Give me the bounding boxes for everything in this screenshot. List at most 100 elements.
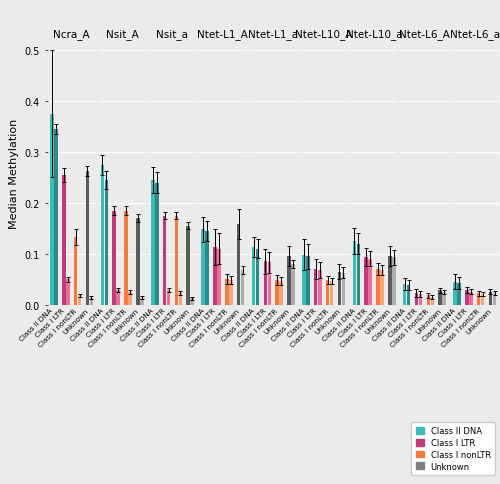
- Text: Class II DNA: Class II DNA: [270, 307, 306, 343]
- Bar: [458, 283, 461, 305]
- Bar: [186, 227, 190, 305]
- Bar: [426, 296, 430, 305]
- Text: Class II DNA: Class II DNA: [372, 307, 406, 343]
- Bar: [352, 242, 356, 305]
- Bar: [190, 299, 194, 305]
- Bar: [276, 281, 279, 305]
- Text: Class I nonLTR: Class I nonLTR: [238, 307, 279, 348]
- Bar: [256, 249, 260, 305]
- Bar: [338, 272, 341, 305]
- Bar: [66, 280, 70, 305]
- Text: Class I LTR: Class I LTR: [85, 307, 116, 338]
- Bar: [469, 292, 472, 305]
- Legend: Class II DNA, Class I LTR, Class I nonLTR, Unknown: Class II DNA, Class I LTR, Class I nonLT…: [412, 422, 495, 475]
- Text: Class II DNA: Class II DNA: [19, 307, 54, 343]
- Text: Class II DNA: Class II DNA: [69, 307, 104, 343]
- Bar: [86, 171, 89, 305]
- Text: Class I LTR: Class I LTR: [337, 307, 368, 338]
- Bar: [74, 238, 78, 305]
- Bar: [318, 271, 322, 305]
- Text: Class I nonLTR: Class I nonLTR: [340, 307, 380, 348]
- Bar: [124, 211, 128, 305]
- Bar: [136, 219, 140, 305]
- Text: Unknown: Unknown: [112, 307, 140, 335]
- Bar: [206, 231, 209, 305]
- Bar: [62, 176, 66, 305]
- Bar: [407, 286, 410, 305]
- Bar: [268, 263, 271, 305]
- Text: Class I nonLTR: Class I nonLTR: [138, 307, 178, 348]
- Bar: [202, 230, 205, 305]
- Bar: [287, 257, 290, 305]
- Text: Unknown: Unknown: [62, 307, 90, 335]
- Text: Class I nonLTR: Class I nonLTR: [37, 307, 78, 348]
- Bar: [151, 181, 154, 305]
- Text: Unknown: Unknown: [314, 307, 342, 335]
- Bar: [430, 297, 434, 305]
- Text: Unknown: Unknown: [162, 307, 190, 335]
- Title: Ntet-L6_a: Ntet-L6_a: [450, 29, 500, 40]
- Text: Class I LTR: Class I LTR: [186, 307, 217, 338]
- Bar: [454, 282, 457, 305]
- Bar: [481, 295, 484, 305]
- Bar: [414, 294, 418, 305]
- Bar: [229, 281, 232, 305]
- Title: Ntet-L1_A: Ntet-L1_A: [198, 29, 248, 40]
- Bar: [104, 181, 108, 305]
- Text: Unknown: Unknown: [364, 307, 392, 335]
- Bar: [112, 211, 116, 305]
- Bar: [116, 291, 120, 305]
- Bar: [492, 293, 496, 305]
- Bar: [217, 249, 220, 305]
- Bar: [388, 257, 392, 305]
- Title: Ntet-L10_a: Ntet-L10_a: [346, 29, 403, 40]
- Bar: [78, 296, 82, 305]
- Bar: [380, 271, 384, 305]
- Bar: [306, 257, 310, 305]
- Text: Class II DNA: Class II DNA: [170, 307, 205, 343]
- Title: Nsit_A: Nsit_A: [106, 29, 138, 40]
- Bar: [356, 244, 360, 305]
- Bar: [178, 294, 182, 305]
- Bar: [477, 294, 480, 305]
- Title: Ntet-L6_A: Ntet-L6_A: [399, 29, 450, 40]
- Bar: [314, 270, 318, 305]
- Bar: [174, 216, 178, 305]
- Bar: [155, 183, 158, 305]
- Bar: [167, 291, 170, 305]
- Text: Class I LTR: Class I LTR: [236, 307, 268, 338]
- Text: Unknown: Unknown: [213, 307, 240, 335]
- Bar: [302, 255, 306, 305]
- Bar: [330, 282, 334, 305]
- Text: Class II DNA: Class II DNA: [321, 307, 356, 343]
- Bar: [438, 291, 442, 305]
- Text: Class I nonLTR: Class I nonLTR: [390, 307, 430, 348]
- Text: Class I LTR: Class I LTR: [286, 307, 318, 338]
- Text: Class I nonLTR: Class I nonLTR: [289, 307, 330, 348]
- Text: Class I nonLTR: Class I nonLTR: [440, 307, 480, 348]
- Text: Class II DNA: Class II DNA: [120, 307, 155, 343]
- Bar: [392, 258, 396, 305]
- Bar: [140, 298, 143, 305]
- Text: Unknown: Unknown: [464, 307, 492, 335]
- Text: Class I LTR: Class I LTR: [136, 307, 166, 338]
- Text: Class I nonLTR: Class I nonLTR: [188, 307, 229, 348]
- Text: Class I LTR: Class I LTR: [388, 307, 418, 338]
- Text: Unknown: Unknown: [414, 307, 442, 335]
- Bar: [418, 295, 422, 305]
- Bar: [403, 285, 406, 305]
- Bar: [442, 292, 446, 305]
- Text: Class I LTR: Class I LTR: [35, 307, 66, 338]
- Bar: [342, 273, 345, 305]
- Y-axis label: Median Methylation: Median Methylation: [9, 118, 19, 228]
- Bar: [90, 298, 93, 305]
- Bar: [465, 291, 468, 305]
- Bar: [280, 282, 283, 305]
- Text: Class I LTR: Class I LTR: [438, 307, 469, 338]
- Bar: [237, 225, 240, 305]
- Bar: [364, 258, 368, 305]
- Bar: [252, 248, 256, 305]
- Bar: [326, 281, 330, 305]
- Bar: [163, 216, 166, 305]
- Bar: [213, 248, 216, 305]
